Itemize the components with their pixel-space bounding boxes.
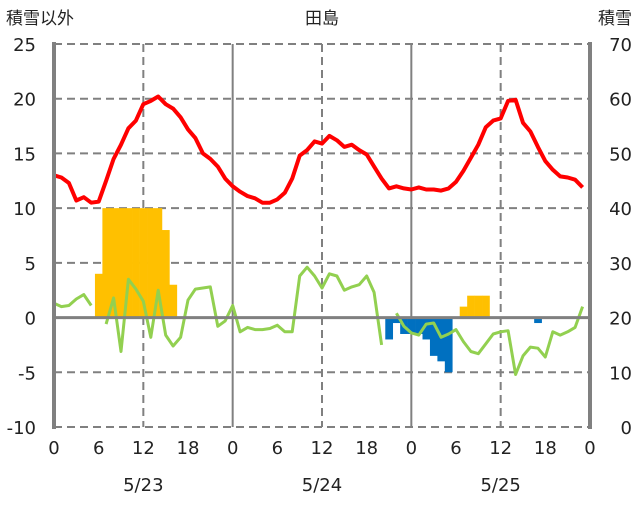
bar-positive (169, 284, 178, 318)
axes (52, 42, 592, 429)
x-tick: 0 (48, 438, 59, 459)
x-tick: 12 (489, 438, 512, 459)
bar-positive (117, 208, 126, 318)
y-tick-right: 50 (609, 144, 632, 165)
bar-positive (132, 208, 140, 318)
red-series-line (53, 94, 585, 205)
date-label: 5/24 (302, 475, 342, 496)
x-tick: 12 (311, 438, 334, 459)
bar-positive (467, 295, 475, 318)
x-tick: 6 (93, 438, 104, 459)
bar-negative (444, 317, 453, 373)
bar-positive (124, 208, 133, 318)
bar-negative (385, 317, 394, 340)
green-series-line (53, 265, 585, 376)
lines (53, 94, 585, 376)
x-tick: 18 (355, 438, 378, 459)
y-tick-right: 30 (609, 254, 632, 275)
bar-negative (407, 317, 416, 334)
y-tick-right: 40 (609, 199, 632, 220)
date-label: 5/25 (480, 475, 520, 496)
bar-positive (482, 295, 490, 318)
left-axis-title: 積雪以外 (6, 9, 74, 29)
x-tick: 18 (534, 438, 557, 459)
x-tick: 12 (132, 438, 155, 459)
right-axis-title: 積雪 (598, 9, 632, 29)
bar-negative (422, 317, 431, 340)
date-label: 5/23 (123, 475, 163, 496)
y-tick-left: -5 (18, 363, 36, 384)
y-tick-right: 20 (609, 309, 632, 330)
x-tick: 0 (406, 438, 417, 459)
bar-positive (94, 273, 103, 318)
bar-positive (102, 208, 111, 318)
x-tick: 6 (450, 438, 461, 459)
bar-positive (474, 295, 483, 318)
x-tick: 18 (177, 438, 200, 459)
bar-positive (154, 208, 163, 318)
y-tick-left: 15 (13, 144, 36, 165)
y-tick-right: 0 (621, 418, 632, 439)
y-tick-left: 20 (13, 90, 36, 111)
x-tick: 0 (584, 438, 595, 459)
x-tick: 6 (272, 438, 283, 459)
y-tick-left: 10 (13, 199, 36, 220)
bar-negative (534, 317, 542, 324)
chart-title: 田島 (305, 9, 339, 29)
bar-positive (139, 208, 148, 318)
bar-negative (429, 317, 438, 356)
gridlines (54, 43, 590, 428)
bar-positive (109, 208, 118, 318)
y-tick-left: 0 (25, 309, 36, 330)
y-tick-left: -10 (7, 418, 36, 439)
bar-positive (459, 306, 468, 318)
bar-negative (437, 317, 446, 362)
bar-negative (392, 317, 401, 324)
bar-positive (161, 230, 170, 318)
bar-positive (147, 208, 155, 318)
y-tick-right: 60 (609, 90, 632, 111)
y-tick-right: 70 (609, 35, 632, 56)
bar-negative (415, 317, 423, 334)
y-tick-left: 5 (25, 254, 36, 275)
y-tick-right: 10 (609, 363, 632, 384)
y-tick-left: 25 (13, 35, 36, 56)
bars (94, 208, 542, 373)
x-tick: 0 (227, 438, 238, 459)
